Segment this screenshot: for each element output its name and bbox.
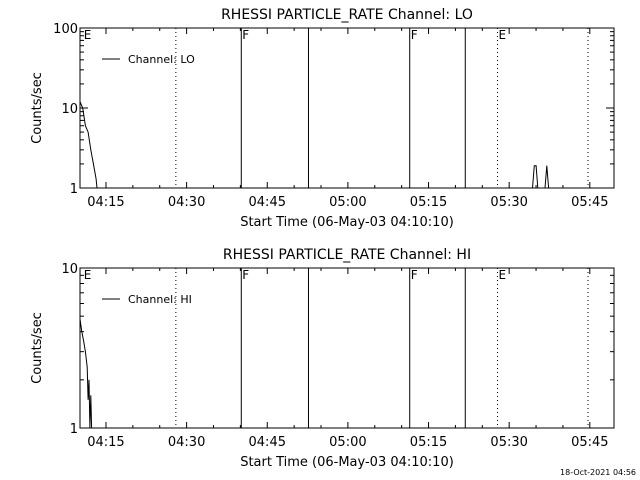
x-tick-label: 05:15: [410, 435, 447, 450]
marker-label: E: [84, 268, 92, 282]
marker-label: F: [242, 28, 249, 42]
x-axis-label: Start Time (06-May-03 04:10:10): [240, 215, 454, 230]
marker-label: F: [411, 268, 418, 282]
marker-label: F: [411, 28, 418, 42]
y-axis-label: Counts/sec: [30, 312, 45, 384]
x-tick-label: 04:45: [249, 435, 286, 450]
x-tick-label: 05:30: [490, 195, 527, 210]
x-tick-label: 05:30: [490, 435, 527, 450]
series-line: [532, 165, 539, 189]
chart-title: RHESSI PARTICLE_RATE Channel: HI: [223, 247, 471, 263]
x-tick-label: 05:45: [571, 435, 608, 450]
x-axis-label: Start Time (06-May-03 04:10:10): [240, 455, 454, 470]
marker-label: E: [84, 28, 92, 42]
plot-frame: [79, 267, 615, 429]
marker-label: E: [499, 28, 507, 42]
x-tick-label: 04:30: [168, 195, 205, 210]
y-tick-label: 10: [61, 262, 78, 277]
y-tick-label: 1: [70, 422, 78, 437]
marker-label: F: [242, 268, 249, 282]
y-tick-label: 100: [53, 22, 78, 37]
plot-frame: [79, 27, 615, 189]
series-line: [79, 101, 98, 189]
x-tick-label: 04:15: [87, 195, 124, 210]
x-tick-label: 04:45: [249, 195, 286, 210]
series-line: [79, 318, 93, 429]
x-tick-label: 05:00: [329, 435, 366, 450]
x-tick-label: 05:15: [410, 195, 447, 210]
y-tick-label: 1: [70, 182, 78, 197]
y-axis-label: Counts/sec: [30, 72, 45, 144]
series-line: [544, 165, 550, 189]
timestamp: 18-Oct-2021 04:56: [560, 468, 636, 477]
x-tick-label: 04:30: [168, 435, 205, 450]
y-tick-label: 10: [61, 102, 78, 117]
marker-label: E: [499, 268, 507, 282]
x-tick-label: 05:00: [329, 195, 366, 210]
x-tick-label: 05:45: [571, 195, 608, 210]
chart-title: RHESSI PARTICLE_RATE Channel: LO: [221, 7, 473, 23]
x-tick-label: 04:15: [87, 435, 124, 450]
legend-label: Channel: LO: [128, 53, 195, 66]
legend-label: Channel: HI: [128, 293, 192, 306]
